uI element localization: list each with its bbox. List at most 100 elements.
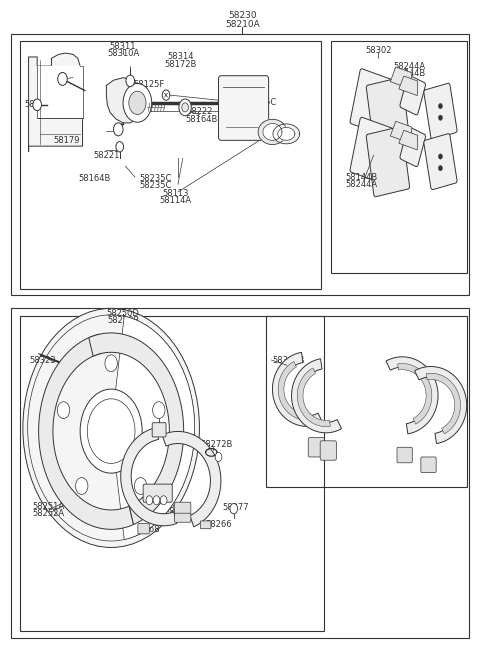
Polygon shape bbox=[38, 334, 133, 530]
Polygon shape bbox=[397, 363, 432, 424]
Text: 58244A: 58244A bbox=[346, 180, 378, 189]
Text: 58179: 58179 bbox=[53, 136, 79, 145]
Text: 58113: 58113 bbox=[162, 189, 189, 198]
Text: 58114A: 58114A bbox=[159, 196, 192, 205]
Text: 58164B: 58164B bbox=[186, 114, 218, 123]
FancyBboxPatch shape bbox=[320, 441, 336, 460]
Text: 58302: 58302 bbox=[365, 46, 392, 55]
Polygon shape bbox=[37, 66, 83, 117]
Bar bbox=[331, 42, 467, 273]
Polygon shape bbox=[29, 53, 83, 151]
Text: 58210A: 58210A bbox=[225, 19, 260, 29]
FancyBboxPatch shape bbox=[308, 437, 324, 457]
FancyBboxPatch shape bbox=[366, 127, 409, 197]
Circle shape bbox=[153, 496, 160, 505]
Circle shape bbox=[439, 115, 443, 120]
Circle shape bbox=[33, 99, 41, 110]
Polygon shape bbox=[273, 352, 323, 426]
Text: 58311: 58311 bbox=[110, 42, 136, 51]
Polygon shape bbox=[263, 123, 282, 140]
Polygon shape bbox=[162, 432, 221, 527]
Text: 58251A: 58251A bbox=[32, 502, 64, 511]
Polygon shape bbox=[426, 373, 460, 434]
Polygon shape bbox=[399, 76, 418, 95]
Text: 58172B: 58172B bbox=[164, 60, 196, 69]
Polygon shape bbox=[258, 119, 287, 145]
FancyBboxPatch shape bbox=[200, 521, 211, 529]
Circle shape bbox=[87, 399, 135, 463]
Circle shape bbox=[105, 355, 117, 372]
Polygon shape bbox=[278, 127, 295, 140]
Text: 58312A: 58312A bbox=[124, 491, 156, 500]
Circle shape bbox=[160, 496, 167, 505]
Circle shape bbox=[123, 84, 152, 122]
Text: 58310A: 58310A bbox=[107, 49, 139, 58]
Circle shape bbox=[129, 92, 146, 114]
Polygon shape bbox=[116, 316, 194, 539]
FancyBboxPatch shape bbox=[350, 69, 393, 134]
FancyBboxPatch shape bbox=[350, 117, 393, 183]
Bar bbox=[11, 308, 469, 638]
Text: 58266: 58266 bbox=[205, 520, 232, 530]
Text: 58125F: 58125F bbox=[134, 80, 165, 89]
Polygon shape bbox=[291, 359, 341, 433]
Polygon shape bbox=[390, 121, 412, 143]
Text: 58268: 58268 bbox=[133, 526, 160, 535]
Polygon shape bbox=[399, 130, 418, 150]
Polygon shape bbox=[273, 124, 300, 144]
Polygon shape bbox=[107, 78, 144, 123]
Circle shape bbox=[23, 308, 199, 548]
Circle shape bbox=[58, 73, 67, 86]
FancyBboxPatch shape bbox=[424, 83, 457, 140]
Circle shape bbox=[439, 103, 443, 108]
FancyBboxPatch shape bbox=[152, 422, 166, 437]
Text: 58222: 58222 bbox=[186, 107, 213, 116]
Circle shape bbox=[75, 478, 88, 495]
FancyBboxPatch shape bbox=[397, 447, 412, 463]
Circle shape bbox=[179, 99, 192, 116]
Circle shape bbox=[439, 154, 443, 159]
Polygon shape bbox=[120, 428, 177, 526]
FancyBboxPatch shape bbox=[424, 134, 457, 190]
Polygon shape bbox=[390, 67, 412, 89]
Circle shape bbox=[162, 90, 170, 100]
FancyBboxPatch shape bbox=[400, 75, 426, 115]
FancyBboxPatch shape bbox=[138, 524, 149, 534]
Text: 58235C: 58235C bbox=[140, 174, 172, 183]
Text: 58230: 58230 bbox=[228, 11, 257, 20]
Text: 58125C: 58125C bbox=[245, 99, 277, 107]
Circle shape bbox=[182, 103, 189, 112]
Text: 58258: 58258 bbox=[165, 504, 191, 513]
Polygon shape bbox=[415, 367, 467, 443]
Text: 58144B: 58144B bbox=[346, 173, 378, 182]
Text: 58125: 58125 bbox=[24, 101, 51, 109]
FancyBboxPatch shape bbox=[400, 127, 426, 167]
Polygon shape bbox=[386, 357, 438, 434]
Bar bbox=[11, 34, 469, 295]
FancyBboxPatch shape bbox=[175, 513, 191, 522]
FancyBboxPatch shape bbox=[218, 76, 269, 140]
Text: 25649: 25649 bbox=[146, 413, 172, 422]
Polygon shape bbox=[89, 333, 184, 524]
FancyBboxPatch shape bbox=[421, 457, 436, 472]
FancyBboxPatch shape bbox=[175, 502, 191, 515]
Text: 58272B: 58272B bbox=[200, 439, 232, 448]
Circle shape bbox=[80, 389, 142, 473]
Text: 58163B: 58163B bbox=[51, 75, 84, 84]
Text: 58250D: 58250D bbox=[107, 309, 140, 318]
Bar bbox=[21, 316, 324, 631]
Circle shape bbox=[153, 402, 165, 419]
Text: 58305B: 58305B bbox=[272, 356, 304, 365]
Text: 58221: 58221 bbox=[93, 151, 120, 160]
Circle shape bbox=[116, 141, 123, 152]
FancyBboxPatch shape bbox=[143, 484, 172, 502]
Polygon shape bbox=[278, 361, 312, 420]
FancyBboxPatch shape bbox=[366, 77, 409, 147]
Text: 58257: 58257 bbox=[165, 511, 191, 520]
Circle shape bbox=[215, 452, 222, 461]
Circle shape bbox=[439, 165, 443, 171]
Text: 58164B: 58164B bbox=[78, 174, 110, 183]
Circle shape bbox=[146, 496, 153, 505]
Circle shape bbox=[134, 478, 147, 495]
Circle shape bbox=[126, 75, 134, 87]
